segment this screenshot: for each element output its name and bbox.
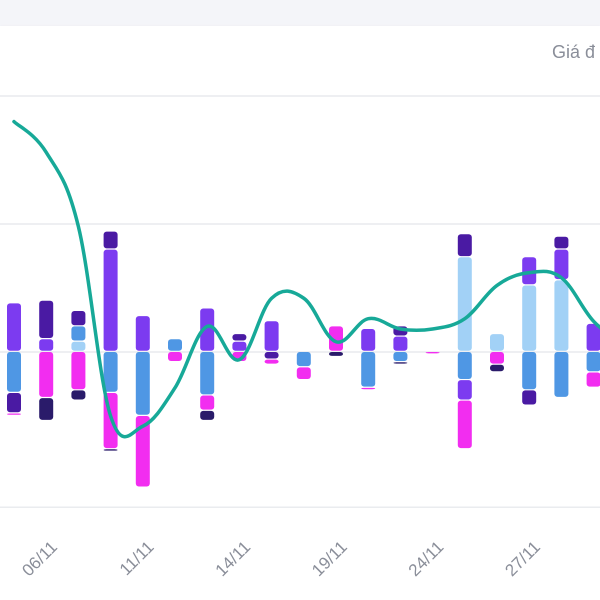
bar-segment [264,359,279,364]
bar-segment [425,352,440,354]
bar-segment [39,339,54,351]
bar-segment [522,257,537,285]
bar-segment [329,352,343,356]
bar-segment [490,334,504,351]
bar-segment [200,352,215,395]
bar-segment [135,352,150,415]
bar-segment [200,395,215,410]
bar-segment [135,316,150,351]
bar-segment [393,352,408,362]
bar-segment [490,364,504,372]
bar-segment [554,352,569,397]
bar-segment [200,308,215,351]
x-tick-label: 14/11 [212,537,255,580]
bar-segment [232,334,247,341]
bar-segment [457,257,472,351]
bar-segment [7,352,21,392]
bar-segment [71,390,86,400]
bar-segment [39,300,54,338]
bar-segment [200,410,215,420]
bar-segment [361,352,376,387]
bar-segment [168,339,182,351]
bar-segment [103,449,118,451]
bar-segment [361,387,376,390]
bar-segment [457,234,472,257]
bar-segment [39,398,54,420]
bar-segment [71,326,86,341]
bar-segment [71,311,86,326]
bar-segment [296,352,311,367]
bar-segment [361,328,376,351]
bar-segment [7,392,21,413]
bar-segment [393,362,408,364]
price-line [12,119,600,439]
bar-segment [586,372,600,387]
bar-segment [103,231,118,249]
x-tick-label: 27/11 [501,537,544,580]
bar-segment [522,285,537,351]
bar-segment [71,352,86,390]
secondary-axis-title: Giá đ [552,42,596,62]
bar-segment [457,380,472,400]
x-tick-label: 11/11 [116,537,158,579]
bar-segment [586,352,600,372]
x-tick-label: 24/11 [405,537,448,580]
bar-segment [393,336,408,351]
bar-segment [457,400,472,449]
bar-segment [168,352,182,362]
bar-segment [264,352,279,359]
bar-segment [7,303,21,351]
bar-segment [232,341,247,351]
x-tick-label: 06/11 [18,537,61,580]
bar-segment [103,249,118,351]
bar-segment [554,249,569,280]
bar-segment [522,352,537,390]
bar-segment [264,321,279,351]
bar-segment [457,352,472,379]
bar-segment [329,326,343,351]
bar-segment [586,323,600,351]
bar-segment [522,390,537,405]
bar-segment [135,416,150,487]
bar-segment [7,413,21,415]
bar-segment [71,341,86,351]
bar-segment [39,352,54,397]
bar-segment [554,280,569,351]
bar-segment [554,236,569,249]
x-tick-label: 19/11 [308,537,351,580]
bar-segment [490,352,504,364]
bar-segment [103,352,118,392]
bar-segment [296,367,311,379]
